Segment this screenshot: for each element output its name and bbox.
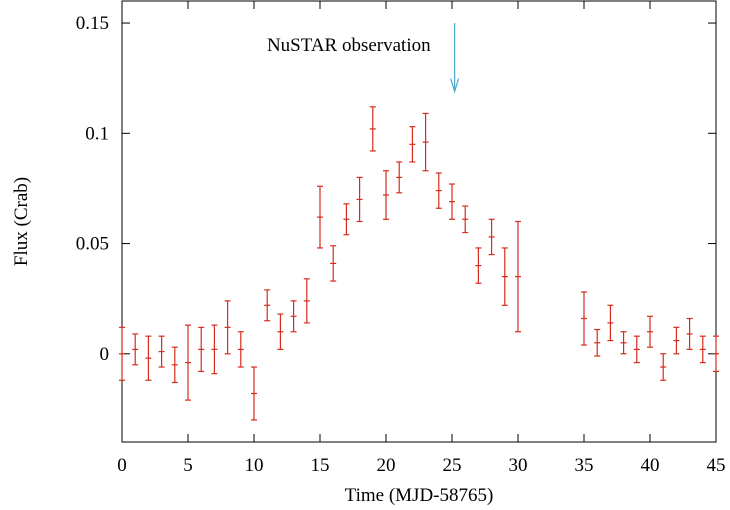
x-tick-label: 20 bbox=[377, 455, 396, 476]
data-point bbox=[330, 245, 337, 282]
y-tick-label: 0 bbox=[100, 344, 110, 365]
data-point bbox=[171, 346, 178, 384]
data-point bbox=[237, 331, 244, 368]
data-point bbox=[277, 313, 284, 350]
data-point bbox=[158, 335, 165, 368]
data-point bbox=[264, 289, 271, 322]
data-point bbox=[290, 300, 297, 333]
x-tick-label: 30 bbox=[509, 455, 528, 476]
data-point bbox=[317, 185, 323, 249]
data-point bbox=[435, 172, 442, 209]
data-point bbox=[449, 183, 455, 220]
data-point bbox=[475, 247, 482, 284]
data-point bbox=[686, 317, 693, 350]
data-point bbox=[383, 170, 389, 220]
nustar-observation-label: NuSTAR observation bbox=[267, 35, 431, 56]
nustar-arrow-head bbox=[450, 78, 460, 94]
data-point bbox=[581, 291, 587, 346]
data-point bbox=[185, 324, 191, 401]
data-point bbox=[409, 126, 416, 163]
data-point bbox=[119, 326, 125, 381]
data-point bbox=[488, 218, 495, 256]
y-tick-label: 0.05 bbox=[76, 234, 109, 255]
plot-frame bbox=[121, 0, 717, 443]
x-tick-label: 25 bbox=[443, 455, 462, 476]
x-tick-label: 0 bbox=[117, 455, 127, 476]
data-point bbox=[673, 326, 680, 355]
data-point bbox=[647, 315, 653, 348]
data-point bbox=[633, 335, 640, 364]
data-point bbox=[501, 247, 508, 306]
data-point bbox=[422, 112, 429, 172]
data-point bbox=[620, 331, 627, 355]
data-point bbox=[369, 106, 376, 152]
data-points bbox=[119, 106, 719, 421]
x-tick-label: 35 bbox=[575, 455, 594, 476]
data-point bbox=[303, 278, 310, 324]
y-tick-label: 0.15 bbox=[76, 13, 109, 34]
x-tick-label: 10 bbox=[245, 455, 264, 476]
x-tick-label: 15 bbox=[311, 455, 330, 476]
x-tick-label: 5 bbox=[183, 455, 193, 476]
axis-ticks bbox=[121, 1, 717, 442]
data-point bbox=[211, 324, 218, 375]
data-point bbox=[699, 335, 706, 364]
x-tick-label: 40 bbox=[641, 455, 660, 476]
axis-tick-labels: 0 5 10 15 20 25 30 35 40 45 0 0.05 0.1 0.15 bbox=[76, 13, 726, 476]
data-point bbox=[515, 220, 521, 333]
data-point bbox=[462, 205, 469, 234]
y-axis-label: Flux (Crab) bbox=[11, 177, 32, 266]
data-point bbox=[356, 176, 363, 223]
data-point bbox=[343, 203, 350, 236]
data-point bbox=[607, 304, 614, 342]
nustar-annotation: NuSTAR observation bbox=[267, 23, 460, 94]
data-point bbox=[132, 333, 139, 366]
data-point bbox=[594, 328, 601, 357]
data-point bbox=[224, 300, 231, 355]
data-point bbox=[198, 326, 205, 373]
data-point bbox=[713, 335, 719, 373]
data-point bbox=[251, 366, 257, 421]
data-point bbox=[396, 161, 403, 194]
y-tick-label: 0.1 bbox=[85, 123, 109, 144]
data-point bbox=[660, 353, 667, 381]
x-axis-label: Time (MJD-58765) bbox=[345, 485, 494, 506]
data-point bbox=[145, 335, 152, 381]
x-tick-label: 45 bbox=[707, 455, 726, 476]
